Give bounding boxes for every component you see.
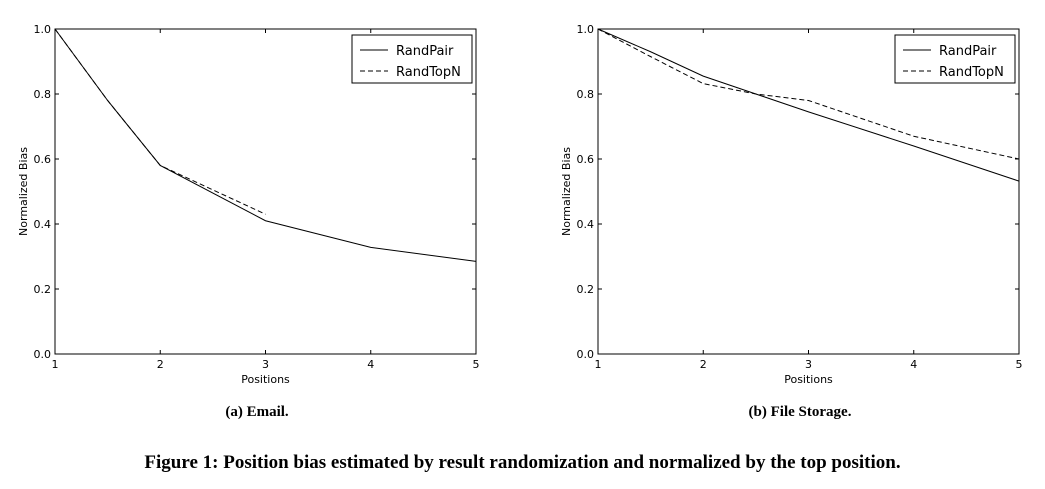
file-storage-legend-box <box>894 34 1016 84</box>
email-xtick-label: 5 <box>473 358 480 371</box>
file-storage-xtick-label: 3 <box>805 358 812 371</box>
email-ytick-label: 0.2 <box>34 283 52 296</box>
file-storage-ytick-label: 0.4 <box>577 218 595 231</box>
file-storage-x-axis-label: Positions <box>784 373 833 386</box>
file-storage-legend-label-randpair: RandPair <box>939 44 997 59</box>
figure-caption: Figure 1: Position bias estimated by res… <box>144 452 901 473</box>
file-storage-y-axis-label: Normalized Bias <box>560 147 573 236</box>
file-storage-xtick-label: 1 <box>595 358 602 371</box>
email-legend: RandPair RandTopN <box>351 34 473 84</box>
email-xtick-label: 2 <box>157 358 164 371</box>
file-storage-legend-label-randtopn: RandTopN <box>939 65 1004 80</box>
email-legend-label-randpair: RandPair <box>396 44 454 59</box>
file-storage-chart: 1 2 3 4 5 0.0 0.2 0.4 0.6 0.8 1.0 Positions Normaliz… <box>560 23 1023 386</box>
email-ytick-label: 0.0 <box>34 348 52 361</box>
email-x-axis-label: Positions <box>241 373 290 386</box>
file-storage-ytick-label: 0.0 <box>577 348 595 361</box>
file-storage-legend: RandPair RandTopN <box>894 34 1016 84</box>
subcaption-email: (a) Email. <box>225 404 289 420</box>
file-storage-ytick-label: 0.2 <box>577 283 595 296</box>
subcaption-file-storage: (b) File Storage. <box>748 404 852 420</box>
email-series-randtopn <box>54 28 266 215</box>
email-xtick-label: 1 <box>52 358 59 371</box>
email-ytick-label: 0.8 <box>34 88 52 101</box>
email-y-axis-label: Normalized Bias <box>17 147 30 236</box>
email-legend-box <box>351 34 473 84</box>
email-ytick-label: 1.0 <box>34 23 52 36</box>
file-storage-xtick-label: 4 <box>910 358 917 371</box>
file-storage-series-randtopn <box>597 28 1020 160</box>
email-ytick-label: 0.6 <box>34 153 52 166</box>
file-storage-ytick-label: 0.8 <box>577 88 595 101</box>
file-storage-ytick-label: 1.0 <box>577 23 595 36</box>
file-storage-xtick-label: 5 <box>1016 358 1023 371</box>
email-xtick-label: 4 <box>367 358 374 371</box>
file-storage-ytick-label: 0.6 <box>577 153 595 166</box>
email-ytick-label: 0.4 <box>34 218 52 231</box>
email-legend-label-randtopn: RandTopN <box>396 65 461 80</box>
email-xtick-label: 3 <box>262 358 269 371</box>
file-storage-xtick-label: 2 <box>700 358 707 371</box>
email-chart: 1 2 3 4 5 0.0 0.2 0.4 0.6 0.8 1.0 Positions Normaliz… <box>17 23 480 386</box>
